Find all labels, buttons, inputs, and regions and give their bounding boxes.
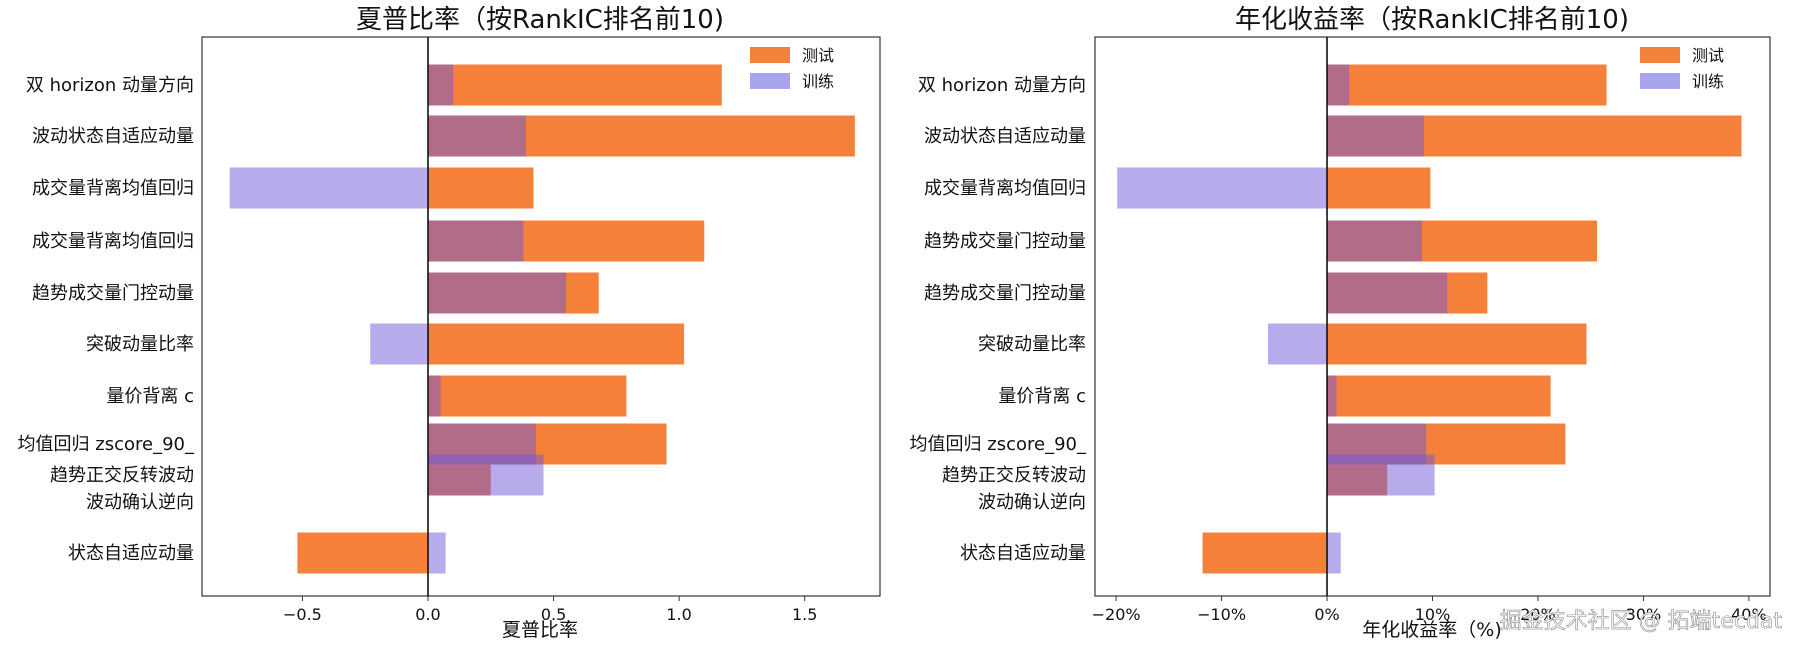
x-tick-label: 30%	[1626, 605, 1662, 624]
category-label: 状态自适应动量	[68, 543, 194, 564]
watermark-text: 掘金技术社区 @ 拓端tecdat	[1500, 609, 1783, 634]
legend-swatch-test	[1640, 47, 1680, 63]
category-label: 波动确认逆向	[978, 492, 1086, 513]
x-tick-label: 1.5	[792, 605, 817, 624]
category-label: 成交量背离均值回归	[32, 231, 194, 252]
bar-test	[1327, 64, 1607, 106]
category-label: 状态自适应动量	[960, 543, 1086, 564]
x-tick-label: 10%	[1415, 605, 1451, 624]
bar-test	[428, 323, 685, 365]
x-tick-label: 40%	[1731, 605, 1767, 624]
chart-title: 年化收益率（按RankIC排名前10)	[1235, 5, 1629, 35]
category-label: 趋势正交反转波动	[50, 465, 194, 486]
legend-label-test: 测试	[802, 46, 834, 65]
category-label: 双 horizon 动量方向	[918, 75, 1086, 96]
x-tick-label: 0%	[1314, 605, 1339, 624]
x-tick-label: 0.5	[541, 605, 566, 624]
bar-train	[1327, 532, 1341, 574]
x-tick-label: −0.5	[283, 605, 322, 624]
legend-label-test: 测试	[1692, 46, 1724, 65]
legend-label-train: 训练	[1692, 72, 1724, 91]
chart-title: 夏普比率（按RankIC排名前10)	[356, 5, 724, 35]
legend-swatch-test	[750, 47, 790, 63]
bar-train	[1117, 167, 1328, 209]
bar-train	[1267, 323, 1328, 365]
bar-test	[1327, 323, 1587, 365]
bar-train	[1327, 272, 1448, 314]
category-label: 成交量背离均值回归	[32, 178, 194, 199]
bar-train	[428, 220, 524, 262]
bar-train	[1327, 64, 1350, 106]
bar-test	[1327, 167, 1431, 209]
bar-test	[428, 64, 722, 106]
bar-train	[1327, 220, 1422, 262]
x-tick-label: −20%	[1092, 605, 1141, 624]
legend-swatch-train	[750, 73, 790, 89]
category-label: 趋势正交反转波动	[942, 465, 1086, 486]
x-tick-label: 0.0	[415, 605, 440, 624]
x-axis-title: 夏普比率	[502, 619, 578, 641]
category-label: 成交量背离均值回归	[924, 178, 1086, 199]
plot-frame	[201, 36, 881, 597]
bar-train	[370, 323, 428, 365]
legend-swatch-train	[1640, 73, 1680, 89]
bar-train	[428, 64, 454, 106]
category-label: 波动确认逆向	[86, 492, 194, 513]
x-tick-label: −10%	[1197, 605, 1246, 624]
panel-1: 夏普比率（按RankIC排名前10) 双 horizon 动量方向波动状态自适应动…	[18, 5, 881, 641]
x-tick-label: 20%	[1520, 605, 1556, 624]
category-label: 均值回归 zscore_90_	[910, 434, 1087, 455]
bar-train	[428, 454, 544, 496]
panel-2: 年化收益率（按RankIC排名前10) 双 horizon 动量方向波动状态自适应…	[910, 5, 1771, 641]
bar-train	[1327, 454, 1435, 496]
bar-test	[1327, 375, 1551, 417]
category-label: 波动状态自适应动量	[32, 126, 194, 147]
bar-train	[428, 375, 441, 417]
category-label: 趋势成交量门控动量	[924, 283, 1086, 304]
legend-label-train: 训练	[802, 72, 834, 91]
category-label: 突破动量比率	[86, 334, 194, 355]
category-label: 量价背离 c	[106, 386, 194, 407]
bar-test	[428, 167, 534, 209]
bar-test	[1202, 532, 1328, 574]
category-label: 趋势成交量门控动量	[32, 283, 194, 304]
bar-train	[428, 532, 446, 574]
category-label: 突破动量比率	[978, 334, 1086, 355]
category-label: 趋势成交量门控动量	[924, 231, 1086, 252]
bar-train	[229, 167, 428, 209]
bar-train	[1327, 375, 1337, 417]
x-tick-label: 1.0	[666, 605, 691, 624]
category-label: 双 horizon 动量方向	[26, 75, 194, 96]
category-label: 量价背离 c	[998, 386, 1086, 407]
category-label: 均值回归 zscore_90_	[18, 434, 195, 455]
bar-train	[428, 115, 526, 157]
bar-train	[428, 272, 567, 314]
bar-test	[297, 532, 428, 574]
x-axis-title: 年化收益率（%)	[1362, 619, 1501, 641]
bar-test	[428, 375, 627, 417]
category-label: 波动状态自适应动量	[924, 126, 1086, 147]
bar-train	[1327, 115, 1425, 157]
